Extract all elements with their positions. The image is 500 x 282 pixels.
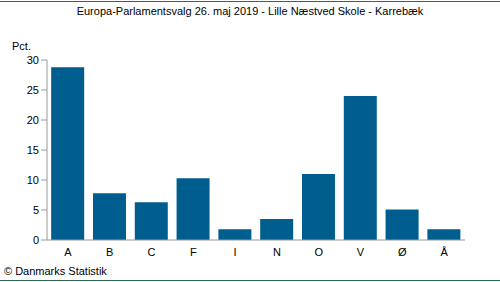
svg-text:Å: Å xyxy=(440,246,448,258)
svg-text:B: B xyxy=(106,246,113,258)
svg-text:25: 25 xyxy=(27,84,39,96)
svg-text:V: V xyxy=(357,246,365,258)
html-text:© Danmarks Statistik: © Danmarks Statistik xyxy=(4,265,107,277)
svg-text:Ø: Ø xyxy=(398,246,407,258)
svg-text:0: 0 xyxy=(33,234,39,246)
svg-text:10: 10 xyxy=(27,174,39,186)
svg-text:15: 15 xyxy=(27,144,39,156)
svg-text:20: 20 xyxy=(27,114,39,126)
svg-text:C: C xyxy=(148,246,156,258)
svg-text:A: A xyxy=(64,246,72,258)
svg-text:30: 30 xyxy=(27,54,39,66)
svg-text:O: O xyxy=(314,246,323,258)
html-text:Pct.: Pct. xyxy=(12,40,31,52)
html-text:Europa-Parlamentsvalg 26. maj: Europa-Parlamentsvalg 26. maj 2019 - Lil… xyxy=(76,5,424,17)
svg-text:I: I xyxy=(234,246,237,258)
svg-text:5: 5 xyxy=(33,204,39,216)
svg-text:F: F xyxy=(190,246,197,258)
svg-text:N: N xyxy=(273,246,281,258)
